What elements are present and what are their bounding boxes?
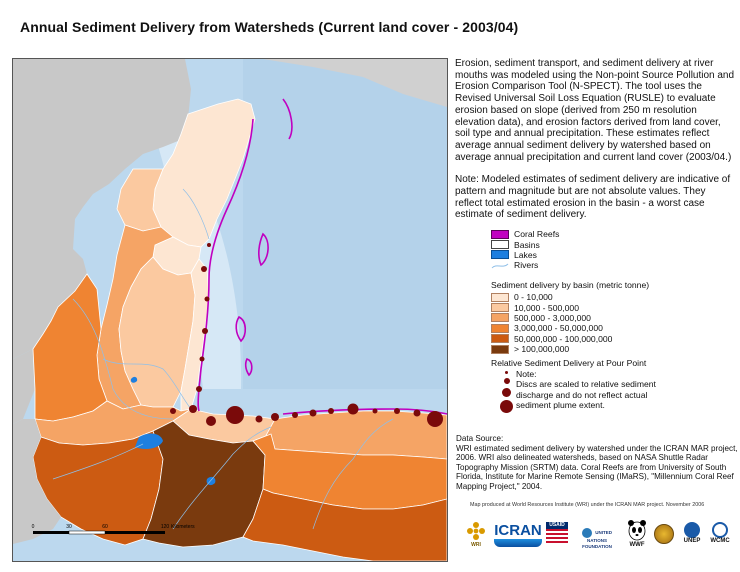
description-panel: Erosion, sediment transport, and sedimen… [455,58,735,221]
map-frame[interactable]: 0 30 60 120 Kilometers [12,58,448,562]
usaid-stripes [546,529,568,543]
sediment-class-label: 0 - 10,000 [514,292,553,303]
logo-strip: WRI ICRAN USAID UNITED NATIONS FOUNDATIO… [462,518,738,558]
pour-dot-large [502,388,511,397]
scale-tick-60: 60 [102,524,108,530]
pour-point-note: Note: Discs are scaled to relative sedim… [516,369,656,411]
wri-logo: WRI [464,520,488,548]
scale-bar: 0 30 60 120 Kilometers [32,524,195,535]
deep-ocean [243,59,447,389]
pour-dot-medium [503,378,510,384]
unep-logo-text: UNEP [683,538,701,544]
map-title: Annual Sediment Delivery from Watersheds… [20,19,519,35]
sediment-class-swatch [491,334,509,344]
sediment-class-row: 3,000,000 - 50,000,000 [491,323,649,333]
scale-tick-30: 30 [66,524,72,530]
sediment-class-label: 50,000,000 - 100,000,000 [514,333,613,344]
panda-icon [628,520,646,541]
legend-label: Rivers [514,260,539,271]
map-credit: Map produced at World Resources Institut… [470,502,705,508]
wri-logo-text: WRI [471,542,481,548]
sediment-class-label: 10,000 - 500,000 [514,302,579,313]
coral-reef-swatch [491,229,509,239]
sediment-class-label: > 100,000,000 [514,344,570,355]
layer-legend: Coral Reefs Basins Lakes Rivers [491,229,559,271]
note-text: Note: Modeled estimates of sediment deli… [455,174,731,221]
un-foundation-globe-icon [581,528,592,538]
sediment-class-label: 500,000 - 3,000,000 [514,312,591,323]
sediment-class-row: 500,000 - 3,000,000 [491,313,649,323]
sediment-class-row: 50,000,000 - 100,000,000 [491,334,649,344]
icran-logo-text: ICRAN [494,522,542,539]
sediment-legend-title: Sediment delivery by basin (metric tonne… [491,280,650,290]
pour-note-line: Note: [516,369,537,379]
legend-label: Basins [514,239,540,250]
land-outside-southwest [13,419,61,544]
scale-tick-0: 0 [32,524,35,530]
sediment-legend: Sediment delivery by basin (metric tonne… [491,280,649,354]
coral-reefs [197,98,447,415]
wwf-logo-text: WWF [629,542,645,548]
gov-seal-logo [654,524,674,544]
data-source-text: WRI estimated sediment delivery by water… [456,443,738,491]
sediment-class-swatch [491,323,509,333]
sediment-class-row: 0 - 10,000 [491,292,649,302]
scale-tick-120: 120 [161,524,170,530]
sediment-class-row: > 100,000,000 [491,344,649,354]
rivers [52,188,394,530]
pour-note-line: discharge and do not reflect actual [516,389,648,400]
wcmc-logo-text: WCMC [710,538,730,544]
sediment-class-swatch [491,303,509,313]
river-swatch [491,263,509,269]
basin-usumacinta[interactable] [32,273,108,422]
land-cuba [263,59,447,107]
unep-globe-icon [684,522,700,538]
wcmc-logo: WCMC [706,522,734,544]
sediment-class-row: 10,000 - 500,000 [491,302,649,313]
legend-row-lakes: Lakes [491,250,559,260]
sediment-class-swatch [491,292,509,302]
scale-unit: Kilometers [171,524,195,530]
data-source-heading: Data Source: [456,434,504,443]
unep-logo: UNEP [680,522,704,544]
pour-note-line: Discs are scaled to relative sediment [516,379,656,390]
legend-label: Lakes [514,249,537,260]
description-text: Erosion, sediment transport, and sedimen… [455,58,735,163]
icran-logo: ICRAN [494,522,542,552]
pour-point-legend-title: Relative Sediment Delivery at Pour Point [491,358,647,368]
lake-swatch [491,250,509,260]
sediment-class-swatch [491,344,509,354]
un-foundation-logo-text: UNITED NATIONS FOUNDATION [582,530,612,549]
usaid-logo: USAID [546,522,568,552]
lake-izabal [135,433,163,449]
lake-peten [130,376,138,383]
map-canvas[interactable]: 0 30 60 120 Kilometers [13,59,447,561]
sediment-class-label: 3,000,000 - 50,000,000 [514,323,603,334]
basin-swatch [491,240,509,250]
land-mexico [13,59,191,359]
legend-row-rivers: Rivers [491,260,559,270]
wcmc-globe-icon [712,522,728,538]
wri-emblem [467,522,485,540]
pour-dot-xlarge [500,400,513,413]
pour-note-line: sediment plume extent. [516,400,605,411]
legend-label: Coral Reefs [514,229,560,240]
pour-dot-small [505,371,508,374]
usaid-logo-text: USAID [546,522,568,529]
land-guatemala-west [13,349,35,424]
sediment-class-swatch [491,313,509,323]
legend-row-basins: Basins [491,239,559,250]
seal-icon [654,524,674,544]
un-foundation-logo: UNITED NATIONS FOUNDATION [572,528,622,550]
legend-row-coral-reefs: Coral Reefs [491,229,559,239]
pour-points [170,243,443,427]
data-source: Data Source: WRI estimated sediment deli… [456,434,738,492]
icran-wave [494,539,542,547]
wwf-logo: WWF [626,519,648,548]
